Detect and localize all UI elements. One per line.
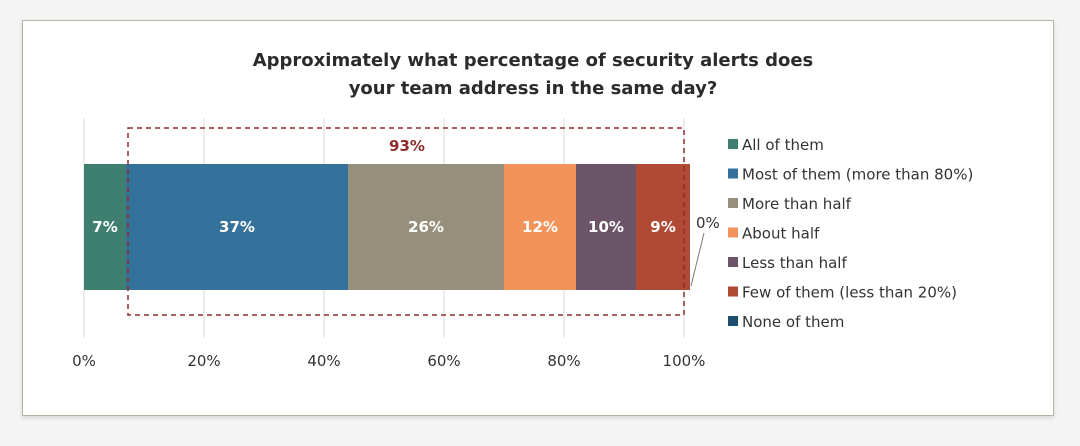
legend-swatch	[728, 257, 738, 267]
x-tick-label: 80%	[547, 352, 580, 370]
annotation-box	[127, 127, 685, 316]
legend-label: Less than half	[742, 254, 847, 272]
legend-swatch	[728, 198, 738, 208]
x-tick-label: 100%	[663, 352, 706, 370]
x-axis-ticks: 0% 20% 40% 60% 80% 100%	[72, 352, 705, 370]
legend-swatch	[728, 227, 738, 238]
bar-segment	[348, 164, 504, 290]
bar-data-label: 9%	[650, 218, 675, 236]
bar-data-label: 37%	[219, 218, 255, 236]
legend-label: Most of them (more than 80%)	[742, 166, 973, 184]
bar-segment	[576, 164, 636, 290]
bar-data-label: 26%	[408, 218, 444, 236]
legend-swatch	[728, 139, 738, 149]
bracket-annotation: 93%	[127, 127, 685, 316]
annotation-label: 93%	[389, 137, 425, 155]
bar-segment	[636, 164, 690, 290]
bar-data-label: 0%	[696, 214, 720, 232]
leader-line	[690, 232, 705, 287]
bar-segment	[504, 164, 576, 290]
legend-label: About half	[742, 225, 820, 243]
bar-data-label: 7%	[92, 218, 117, 236]
chart-title-line-1: Approximately what percentage of securit…	[253, 50, 814, 71]
legend-swatch	[728, 286, 738, 297]
bar-data-label: 10%	[588, 218, 624, 236]
chart-title-line-2: your team address in the same day?	[349, 78, 718, 99]
legend-swatch	[728, 168, 738, 179]
x-tick-label: 20%	[187, 352, 220, 370]
legend-label: None of them	[742, 313, 844, 331]
legend-swatch	[728, 316, 738, 326]
x-tick-label: 0%	[72, 352, 96, 370]
legend: All of them Most of them (more than 80%) M…	[728, 136, 973, 331]
bar-data-label: 12%	[522, 218, 558, 236]
x-tick-label: 60%	[427, 352, 460, 370]
bar-segment	[84, 164, 126, 290]
x-tick-label: 40%	[307, 352, 340, 370]
legend-label: Few of them (less than 20%)	[742, 284, 957, 302]
legend-label: More than half	[742, 195, 852, 213]
bar-segments: 7% 37% 26% 12% 10% 9% 0%	[84, 164, 720, 290]
bar-segment	[126, 164, 348, 290]
legend-label: All of them	[742, 136, 824, 154]
